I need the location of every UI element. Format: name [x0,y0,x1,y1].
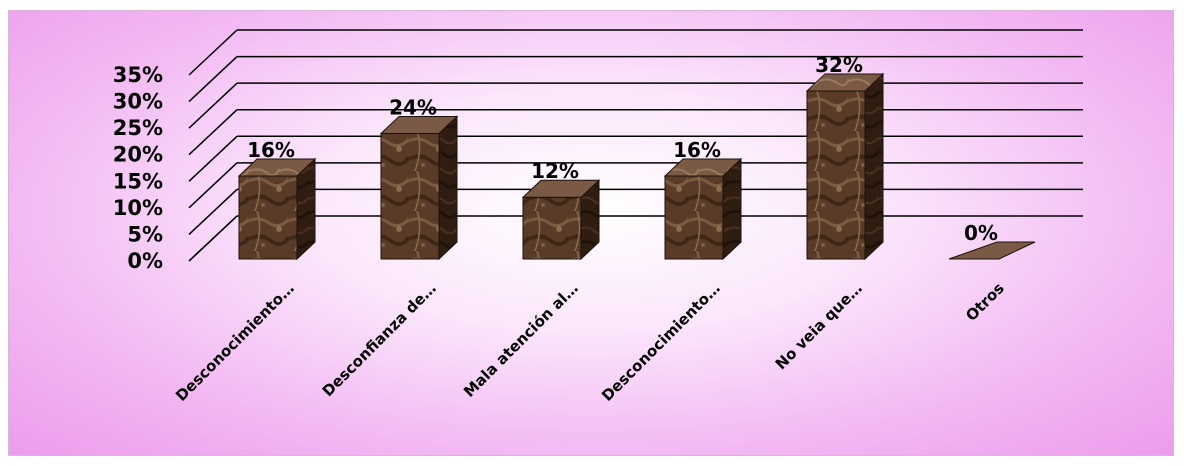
y-tick-label: 30% [113,90,163,114]
y-axis-tick-labels: 0% 5%10% 15%20% 25%30% 35% [113,63,163,273]
gridline-side-25 [188,82,238,129]
bar-front [522,196,582,260]
category-label: Desconocimiento… [172,279,298,405]
bar-top [379,115,459,134]
category-label: Desconfianza de… [319,279,440,400]
y-tick-label: 0% [127,249,163,273]
bar-top [237,158,317,177]
bars [237,72,1036,261]
data-label: 12% [531,159,579,183]
category-label: Otros [962,279,1008,325]
data-labels: 16% 24% 12% 16% 32% 0% [247,53,998,245]
gridline-side-30 [188,56,238,103]
bar [805,72,885,261]
bar-front [664,175,724,260]
bar [379,115,459,261]
bar [521,179,601,261]
chart-frame: 0% 5% 10% 15% 20% 25% 30% 35% 16% 24% 12% 16% 32% 0%… [8,10,1174,456]
bar-front [806,90,866,260]
data-label: 24% [389,95,437,119]
y-tick-label: 20% [113,143,163,167]
gridline-side-10 [188,162,238,209]
data-label: 0% [964,221,998,245]
y-tick-label: 15% [113,169,163,193]
bar [663,157,743,261]
y-tick-label: 10% [113,196,163,220]
y-tick-label: 25% [113,116,163,140]
category-label: Mala atención al… [460,279,582,401]
category-label: No veia que… [772,279,866,373]
bar [237,157,317,261]
gridline-side-5 [188,188,238,235]
gridlines [188,29,1083,262]
y-tick-label: 35% [113,63,163,87]
gridline-side-20 [188,109,238,156]
bar-top [805,73,885,92]
gridline-side-15 [188,135,238,182]
bar-top [663,158,743,177]
bar-top [521,179,601,198]
gridline-side-0 [188,215,238,262]
bar-side [438,115,458,261]
bar-front [380,132,440,260]
bar-top [948,241,1036,260]
data-label: 32% [815,53,863,77]
bar [948,241,1036,260]
category-labels: Desconocimiento… Desconfianza de… Mala ate… [172,279,1008,405]
gridline-side-35 [188,29,238,76]
data-label: 16% [247,138,295,162]
y-tick-label: 5% [127,222,163,246]
data-label: 16% [673,138,721,162]
bar-chart: 0% 5%10% 15%20% 25%30% 35% 16% 24% 12% 16% 32% 0%… [113,29,1083,405]
bar-side [864,72,884,261]
bar-front [238,175,298,260]
category-label: Desconocimiento… [598,279,724,405]
